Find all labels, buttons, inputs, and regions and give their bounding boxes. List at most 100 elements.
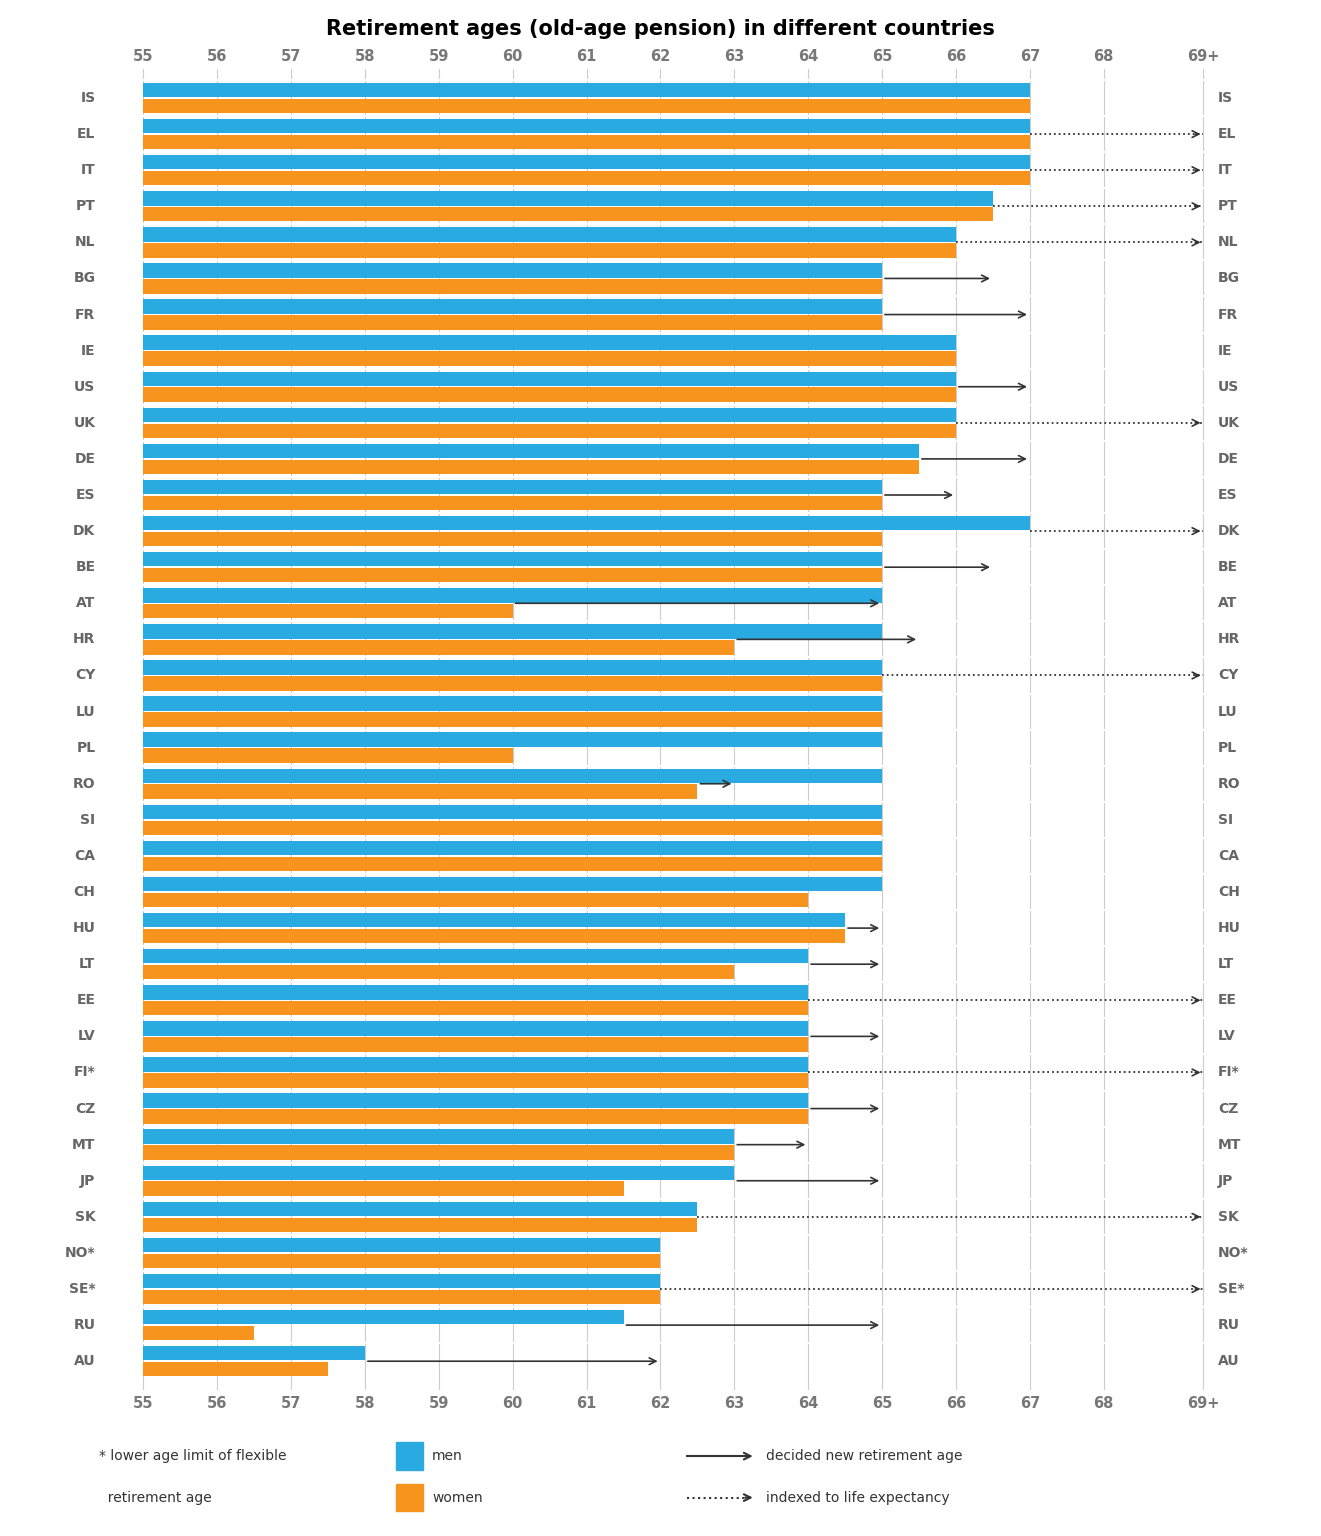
Text: NL: NL (1218, 235, 1239, 249)
Text: AU: AU (1218, 1355, 1240, 1369)
Text: RO: RO (1218, 777, 1240, 791)
Text: NO*: NO* (65, 1246, 95, 1260)
Text: CY: CY (75, 668, 95, 682)
Text: CA: CA (1218, 849, 1239, 863)
Bar (144, 985, 808, 1000)
Text: ES: ES (1218, 488, 1238, 502)
Bar (144, 263, 882, 278)
Bar (144, 1074, 808, 1087)
Text: IS: IS (1218, 91, 1234, 104)
Bar (144, 243, 956, 258)
Text: IE: IE (1218, 344, 1232, 358)
Bar (144, 135, 1030, 149)
Bar (144, 785, 697, 799)
Text: UK: UK (74, 416, 95, 430)
Text: BE: BE (75, 561, 95, 574)
Text: DE: DE (1218, 452, 1239, 465)
Bar (144, 190, 993, 206)
Text: ES: ES (75, 488, 95, 502)
Text: RU: RU (1218, 1318, 1240, 1332)
Bar (144, 407, 956, 422)
Text: SE*: SE* (69, 1283, 95, 1296)
Text: decided new retirement age: decided new retirement age (766, 1448, 963, 1464)
Bar (144, 949, 808, 963)
Bar (144, 1109, 808, 1124)
Bar (144, 118, 1030, 134)
Bar (144, 315, 882, 330)
Text: LT: LT (79, 957, 95, 971)
Bar (144, 98, 1030, 114)
Text: FR: FR (1218, 307, 1239, 321)
Text: MT: MT (1218, 1138, 1242, 1152)
Bar (144, 300, 882, 313)
Text: * lower age limit of flexible: * lower age limit of flexible (99, 1448, 287, 1464)
Text: AT: AT (77, 596, 95, 610)
Bar (144, 516, 1030, 530)
Text: AU: AU (74, 1355, 95, 1369)
Bar (144, 1273, 660, 1289)
Bar (144, 207, 993, 221)
Text: HU: HU (73, 922, 95, 935)
Bar (144, 912, 845, 928)
Bar (144, 1346, 365, 1361)
Text: SE*: SE* (1218, 1283, 1244, 1296)
Text: CH: CH (74, 885, 95, 899)
Bar (144, 479, 882, 495)
Bar (144, 1146, 734, 1160)
Text: DK: DK (73, 524, 95, 538)
Text: retirement age: retirement age (99, 1490, 211, 1505)
Bar (144, 444, 919, 458)
Text: LV: LV (1218, 1029, 1236, 1043)
Bar (144, 604, 513, 619)
Bar (144, 372, 956, 386)
Bar (144, 857, 882, 871)
Bar (144, 1218, 697, 1232)
Bar (144, 641, 734, 654)
Text: JP: JP (81, 1174, 95, 1187)
Bar (144, 1253, 660, 1269)
Text: men: men (432, 1448, 462, 1464)
Bar (144, 1021, 808, 1035)
Bar (144, 660, 882, 674)
Bar (144, 568, 882, 582)
Text: women: women (432, 1490, 482, 1505)
Text: indexed to life expectancy: indexed to life expectancy (766, 1490, 950, 1505)
Bar (144, 280, 882, 293)
Bar (144, 335, 956, 350)
Text: BG: BG (74, 272, 95, 286)
Bar (144, 352, 956, 366)
Bar (144, 696, 882, 711)
Bar (144, 676, 882, 691)
Text: CZ: CZ (1218, 1101, 1239, 1115)
Bar (144, 768, 882, 783)
Text: HU: HU (1218, 922, 1242, 935)
Text: FI*: FI* (1218, 1066, 1240, 1080)
Bar (144, 965, 734, 980)
Bar (144, 1166, 734, 1180)
Text: SI: SI (81, 813, 95, 826)
Text: RO: RO (73, 777, 95, 791)
Text: BE: BE (1218, 561, 1238, 574)
Bar (144, 227, 956, 241)
Text: EE: EE (77, 994, 95, 1008)
Text: LU: LU (75, 705, 95, 719)
Bar (144, 1310, 624, 1324)
Bar (144, 459, 919, 475)
Bar (144, 496, 882, 510)
Text: BG: BG (1218, 272, 1240, 286)
Text: PT: PT (75, 200, 95, 214)
Text: SI: SI (1218, 813, 1234, 826)
Bar (144, 155, 1030, 169)
Text: SK: SK (74, 1210, 95, 1224)
Text: NO*: NO* (1218, 1246, 1248, 1260)
Text: LU: LU (1218, 705, 1238, 719)
Bar (144, 892, 808, 908)
Bar (144, 1181, 624, 1197)
Bar (144, 748, 513, 763)
Bar (144, 1362, 328, 1376)
Text: CY: CY (1218, 668, 1239, 682)
Bar (144, 929, 845, 943)
Bar (144, 1057, 808, 1072)
Text: CH: CH (1218, 885, 1240, 899)
Bar (144, 733, 882, 746)
